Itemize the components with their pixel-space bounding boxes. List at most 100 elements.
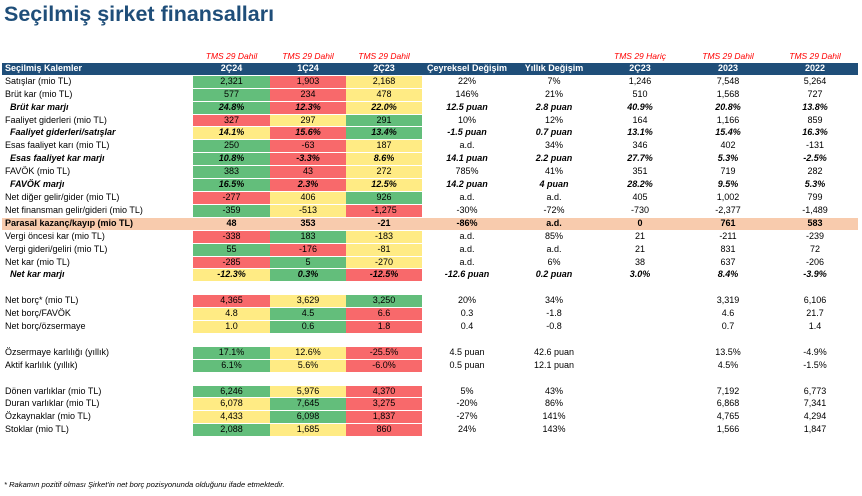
value-cell: 141% (512, 410, 596, 425)
value-cell: 2.8 puan (512, 101, 596, 115)
header-cell: Yıllık Değişim (512, 62, 596, 76)
table-row: Duran varlıklar (mio TL) 6,078 7,645 3,275-… (2, 397, 858, 412)
value-cell: 406 (270, 191, 346, 205)
value-cell: 86% (512, 397, 596, 412)
value-cell: -2.5% (772, 152, 858, 167)
spacer-row (2, 281, 858, 296)
value-cell: 351 (596, 165, 684, 180)
value-cell: 12.5 puan (422, 101, 512, 115)
value-cell: 7,192 (684, 385, 772, 399)
value-cell (772, 281, 858, 296)
value-cell: -27% (422, 410, 512, 425)
row-label: Parasal kazanç/kayıp (mio TL) (2, 217, 193, 231)
row-label: Dönen varlıklar (mio TL) (2, 385, 193, 399)
value-cell (422, 281, 512, 296)
value-cell: 0.7 (684, 320, 772, 334)
value-cell: 7% (512, 75, 596, 89)
value-cell: 2,321 (193, 75, 270, 89)
value-cell: 1,002 (684, 191, 772, 205)
value-cell: -4.9% (772, 346, 858, 360)
table-row: Brüt kar (mio TL) 577 234 478 146% 21% 510 1,56… (2, 88, 858, 102)
value-cell: 5,264 (772, 75, 858, 89)
value-cell: 14.2 puan (422, 178, 512, 192)
table-row: Net borç* (mio TL) 4,365 3,629 3,250 20% 34% 3… (2, 294, 858, 309)
value-cell (596, 410, 684, 425)
table-row: Net borç/özsermaye 1.0 0.6 1.8 0.4 -0.8 0.7 1.4 (2, 320, 858, 334)
value-cell: -12.3% (193, 268, 270, 283)
table-row: Stoklar (mio TL) 2,088 1,685 860 24% 143% 1,56… (2, 423, 858, 438)
row-label: Aktif karlılık (yıllık) (2, 359, 193, 373)
value-cell: 5.3% (772, 178, 858, 192)
value-cell: 637 (684, 256, 772, 270)
value-cell: 6.1% (193, 359, 270, 373)
value-cell: 14.1% (193, 126, 270, 141)
value-cell: 4,365 (193, 294, 270, 309)
financials-table: TMS 29 Dahil TMS 29 Dahil TMS 29 Dahil T… (2, 51, 858, 438)
table-row: Faaliyet giderleri/satışlar 14.1% 15.6% 13.… (2, 126, 858, 141)
value-cell (422, 372, 512, 386)
table-row: Özsermaye karlılığı (yıllık) 17.1% 12.6% -2… (2, 346, 858, 360)
value-cell: 43% (512, 385, 596, 399)
row-label: Satışlar (mio TL) (2, 75, 193, 89)
row-label: Stoklar (mio TL) (2, 423, 193, 438)
value-cell: 785% (422, 165, 512, 180)
value-cell: 1,166 (684, 114, 772, 128)
value-cell: a.d. (422, 230, 512, 244)
value-cell: 40.9% (596, 101, 684, 115)
value-cell: 12% (512, 114, 596, 128)
value-cell (512, 372, 596, 386)
value-cell: 3.0% (596, 268, 684, 283)
value-cell (596, 372, 684, 386)
value-cell: 831 (684, 243, 772, 257)
value-cell: a.d. (512, 243, 596, 257)
tms-cell: TMS 29 Dahil (282, 51, 334, 61)
value-cell: 1.4 (772, 320, 858, 334)
value-cell: 2.2 puan (512, 152, 596, 167)
value-cell: 14.1 puan (422, 152, 512, 167)
value-cell: 4.5 puan (422, 346, 512, 360)
value-cell: 859 (772, 114, 858, 128)
value-cell (270, 333, 346, 347)
value-cell: 3,629 (270, 294, 346, 309)
table-row: Faaliyet giderleri (mio TL) 327 297 291 10% 1… (2, 114, 858, 128)
value-cell: 282 (772, 165, 858, 180)
value-cell: 2,088 (193, 423, 270, 438)
table-row: Net kar marjı -12.3% 0.3% -12.5% -12.6 puan 0… (2, 268, 858, 283)
value-cell (193, 281, 270, 296)
value-cell: 13.1% (596, 126, 684, 141)
row-label: Esas faaliyet karı (mio TL) (2, 139, 193, 154)
value-cell: 6,773 (772, 385, 858, 399)
value-cell: 1,568 (684, 88, 772, 102)
table-row: Özkaynaklar (mio TL) 4,433 6,098 1,837 -27% 1… (2, 410, 858, 425)
value-cell: 22% (422, 75, 512, 89)
value-cell: 27.7% (596, 152, 684, 167)
value-cell: -21 (346, 217, 422, 231)
row-label: Net diğer gelir/gider (mio TL) (2, 191, 193, 205)
row-label: Özsermaye karlılığı (yıllık) (2, 346, 193, 360)
value-cell: 13.5% (684, 346, 772, 360)
value-cell: -239 (772, 230, 858, 244)
value-cell (596, 294, 684, 309)
value-cell: -285 (193, 256, 270, 270)
table-row: Net kar (mio TL) -285 5 -270 a.d. 6% 38 637 -206 (2, 256, 858, 270)
value-cell: -72% (512, 204, 596, 218)
table-row: Vergi gideri/geliri (mio TL) 55 -176 -81 a.d… (2, 243, 858, 257)
value-cell (512, 333, 596, 347)
value-cell: 12.6% (270, 346, 346, 360)
value-cell: 5.3% (684, 152, 772, 167)
tms-cell: TMS 29 Hariç (614, 51, 666, 61)
value-cell: 21 (596, 230, 684, 244)
row-label: Net kar marjı (2, 268, 193, 283)
value-cell: 4.6 (684, 307, 772, 322)
value-cell (270, 372, 346, 386)
value-cell: 0.2 puan (512, 268, 596, 283)
value-cell: 6.6 (346, 307, 422, 322)
value-cell: 799 (772, 191, 858, 205)
value-cell: 16.5% (193, 178, 270, 192)
tms-cell: TMS 29 Dahil (358, 51, 410, 61)
value-cell: 24% (422, 423, 512, 438)
value-cell: 55 (193, 243, 270, 257)
header-cell: Çeyreksel Değişim (422, 62, 512, 76)
value-cell (512, 281, 596, 296)
value-cell: 8.4% (684, 268, 772, 283)
